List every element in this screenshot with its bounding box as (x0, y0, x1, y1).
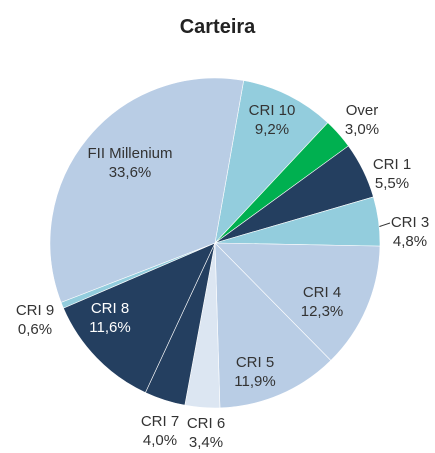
slice-name: CRI 9 (15, 302, 55, 319)
slice-value: 12,3% (300, 303, 344, 320)
slice-value: 4,0% (142, 432, 178, 449)
slice-label: CRI 1 5,5% (373, 155, 411, 193)
slice-value: 0,6% (17, 321, 53, 338)
slice-value: 11,6% (89, 319, 131, 336)
pie-slice (49, 77, 244, 303)
slice-name: CRI 7 (140, 413, 180, 430)
slice-value: 3,0% (344, 121, 380, 138)
slice-name: FII Millenium (87, 145, 173, 162)
slice-name: CRI 1 (372, 156, 412, 173)
slice-name: CRI 6 (186, 415, 226, 432)
slice-label: CRI 10 9,2% (249, 101, 296, 139)
slice-label: CRI 9 0,6% (16, 301, 54, 339)
slice-value: 11,9% (234, 373, 276, 390)
chart-title: Carteira (179, 16, 256, 38)
slice-value: 4,8% (392, 233, 428, 250)
slice-value: 5,5% (374, 175, 410, 192)
slice-label: CRI 5 11,9% (234, 353, 275, 391)
pie-slice (214, 80, 329, 244)
pie-slice (62, 242, 216, 393)
slice-name: CRI 4 (302, 284, 342, 301)
slice-value: 9,2% (254, 121, 290, 138)
slice-value: 33,6% (108, 164, 152, 181)
slice-name: CRI 8 (90, 300, 130, 317)
slice-name: CRI 3 (390, 214, 430, 231)
slice-label: CRI 6 3,4% (187, 414, 225, 452)
pie-slice (214, 242, 332, 409)
slice-name: Over (345, 102, 379, 119)
slice-name: CRI 10 (248, 102, 296, 119)
slice-label: FII Millenium 33,6% (85, 144, 175, 182)
slice-label: CRI 4 12,3% (301, 283, 344, 321)
slice-label: Over 3,0% (345, 101, 379, 139)
slice-label: CRI 3 4,8% (391, 213, 429, 251)
slice-label: CRI 8 11,6% (89, 299, 130, 337)
slice-label: CRI 7 4,0% (141, 412, 179, 450)
slice-value: 3,4% (188, 434, 224, 451)
slice-name: CRI 5 (235, 354, 275, 371)
pie-slice (214, 242, 381, 361)
